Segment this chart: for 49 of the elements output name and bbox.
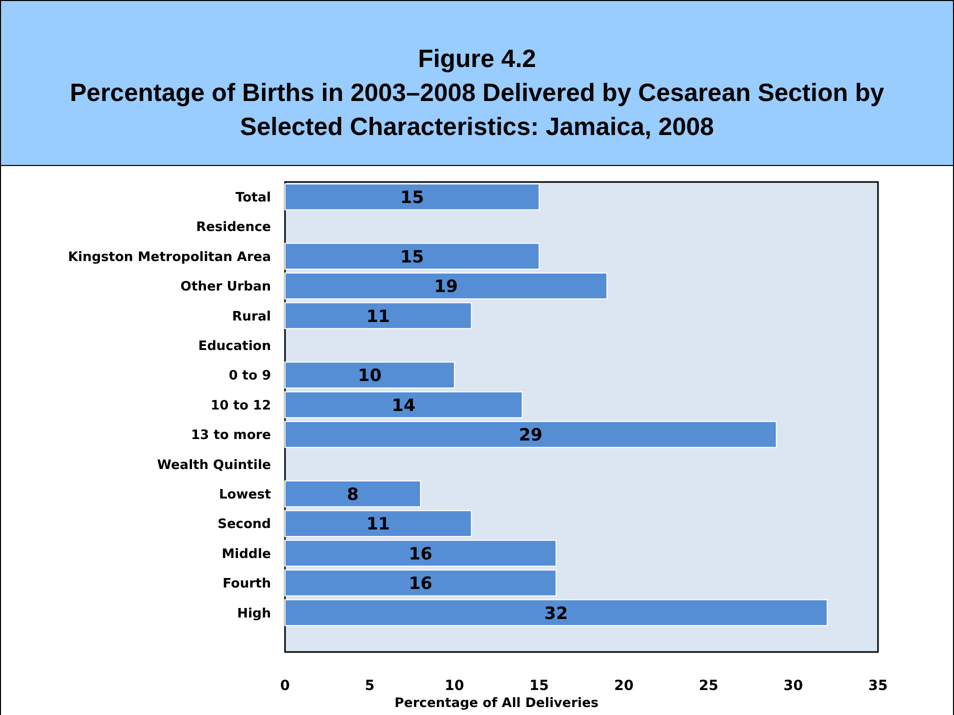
bar [284, 272, 608, 300]
y-tick-label: Wealth Quintile [157, 458, 272, 473]
y-tick-label: Rural [232, 309, 271, 324]
bar [284, 302, 472, 330]
bar [284, 599, 828, 626]
x-tick-label: 30 [784, 678, 804, 694]
bar [284, 242, 540, 270]
y-tick-label: Middle [222, 546, 272, 562]
bar [284, 480, 422, 508]
data-label: 32 [544, 604, 568, 624]
y-tick-label: Fourth [222, 576, 271, 592]
y-tick-label: 10 to 12 [210, 398, 271, 414]
y-tick-label: Other Urban [180, 280, 271, 295]
y-tick-label: High [237, 606, 271, 622]
data-label: 15 [400, 247, 424, 268]
bar [284, 510, 472, 537]
x-tick-label: 5 [364, 678, 375, 694]
y-tick-label: Lowest [219, 488, 271, 503]
data-label: 29 [518, 426, 543, 446]
x-axis-title: Percentage of All Deliveries [394, 696, 599, 711]
bar [284, 540, 557, 567]
chart-title: Figure 4.2 Percentage of Births in 2003–2008 Delivered by Cesarean Section by Selected Characteristics: Jamaica, 2008 [70, 45, 884, 141]
x-tick-label: 10 [444, 678, 464, 694]
data-label: 8 [346, 484, 359, 505]
data-label: 16 [408, 544, 432, 564]
y-tick-label: Total [235, 190, 271, 206]
data-label: 14 [392, 396, 416, 416]
y-tick-label: Education [198, 339, 271, 354]
y-tick-label: 13 to more [191, 428, 272, 444]
x-tick-label: 15 [529, 678, 549, 694]
x-tick-label: 35 [868, 678, 888, 694]
y-tick-label: Residence [196, 220, 272, 236]
data-label: 16 [408, 574, 432, 594]
data-label: 11 [366, 514, 390, 535]
data-label: 11 [366, 306, 390, 327]
y-tick-label: Kingston Metropolitan Area [68, 250, 271, 265]
bar [284, 362, 455, 388]
bar [284, 391, 523, 418]
bar [284, 570, 557, 596]
bar [284, 421, 777, 448]
data-label: 15 [400, 188, 424, 208]
data-label: 19 [434, 277, 458, 298]
y-tick-label: Second [218, 517, 271, 532]
x-tick-label: 0 [280, 678, 290, 694]
x-tick-label: 25 [698, 678, 718, 694]
bar [284, 183, 540, 210]
x-tick-label: 20 [614, 678, 634, 694]
y-tick-label: 0 to 9 [228, 368, 271, 384]
data-label: 10 [358, 366, 382, 386]
